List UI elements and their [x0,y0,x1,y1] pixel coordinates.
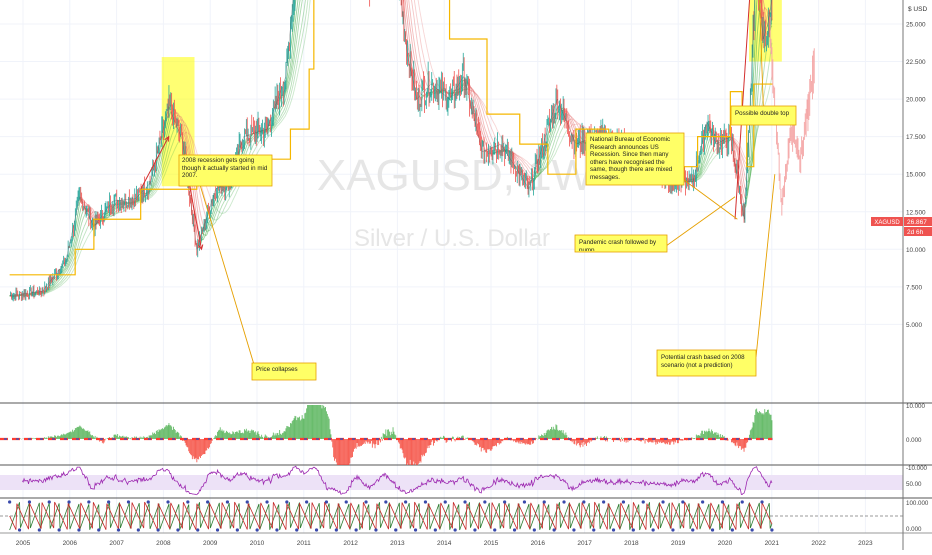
ribbon-segment [59,275,60,276]
ribbon-segment [538,175,539,176]
watermark-name: Silver / U.S. Dollar [354,225,550,252]
ribbon-segment [57,286,58,287]
ribbon-segment [535,177,536,178]
ribbon-segment [577,122,578,123]
ribbon-segment [56,285,57,286]
ribbon-segment [55,287,56,288]
ribbon-segment [540,173,541,174]
ribbon-segment [137,202,138,203]
ribbon-segment [56,283,57,284]
ribbon-segment [60,276,61,277]
ribbon-segment [472,89,473,90]
ribbon-segment [217,219,218,220]
ribbon-segment [569,115,570,116]
ribbon-segment [259,136,260,137]
ribbon-segment [115,214,116,215]
ribbon-segment [541,172,542,173]
ribbon-segment [519,159,520,160]
ribbon-segment [520,159,521,160]
ribbon-segment [571,117,572,118]
ribbon-segment [53,288,54,289]
ribbon-segment [568,112,569,113]
ribbon-segment [471,88,472,89]
ribbon-segment [203,234,204,235]
ribbon-segment [52,287,53,288]
ribbon-segment [138,201,139,202]
ribbon-segment [578,123,579,124]
ribbon-segment [54,288,55,289]
ribbon-segment [49,290,50,291]
ribbon-segment [569,120,570,121]
ribbon-segment [151,195,152,196]
ribbon-segment [60,284,61,285]
ribbon-segment [51,288,52,289]
ribbon-segment [516,157,517,158]
ribbon-segment [269,131,270,132]
ribbon-segment [574,120,575,121]
ribbon-segment [525,163,526,164]
ribbon-segment [56,286,57,287]
ribbon-segment [521,158,522,159]
ribbon-segment [572,118,573,119]
ribbon-segment [516,160,517,161]
ribbon-segment [92,212,93,213]
ribbon-segment [576,121,577,122]
ribbon-segment [184,122,185,123]
ribbon-segment [523,160,524,161]
ribbon-segment [524,162,525,163]
ribbon-segment [53,289,54,290]
ribbon-segment [149,195,150,196]
ribbon-segment [53,286,54,287]
ribbon-segment [520,157,521,158]
ribbon-segment [149,196,150,197]
ribbon-segment [64,273,65,274]
ribbon-segment [60,282,61,283]
ribbon-segment [269,130,270,131]
ribbon-segment [569,116,570,117]
ribbon-segment [59,285,60,286]
ribbon-segment [58,283,59,284]
ribbon-segment [697,177,698,178]
ribbon-segment [139,200,140,201]
ribbon-segment [58,285,59,286]
ribbon-segment [214,223,215,224]
ribbon-segment [57,284,58,285]
ribbon-segment [272,129,273,130]
ribbon-segment [150,192,151,193]
ribbon-segment [521,160,522,161]
ribbon-segment [55,284,56,285]
ribbon-segment [208,231,209,232]
ribbon-segment [525,166,526,167]
ribbon-segment [748,181,749,182]
ribbon-segment [214,219,215,220]
ribbon-segment [209,225,210,226]
ribbon-segment [139,199,140,200]
ribbon-segment [542,171,543,172]
ribbon-segment [122,209,123,210]
ribbon-segment [698,177,699,178]
ribbon-segment [573,119,574,120]
ribbon-segment [92,208,93,209]
ribbon-segment [277,123,278,124]
watermark-symbol: XAGUSD, 1W [317,151,594,200]
ribbon-segment [185,125,186,126]
ribbon-segment [150,196,151,197]
ribbon-segment [517,156,518,157]
ribbon-segment [177,113,178,114]
ribbon-segment [59,282,60,283]
ribbon-segment [52,289,53,290]
ribbon-segment [64,269,65,270]
ribbon-segment [542,171,543,172]
ribbon-segment [278,122,279,123]
ribbon-segment [206,235,207,236]
ribbon-segment [93,218,94,219]
ribbon-segment [278,120,279,121]
ribbon-segment [520,162,521,163]
ribbon-segment [218,219,219,220]
